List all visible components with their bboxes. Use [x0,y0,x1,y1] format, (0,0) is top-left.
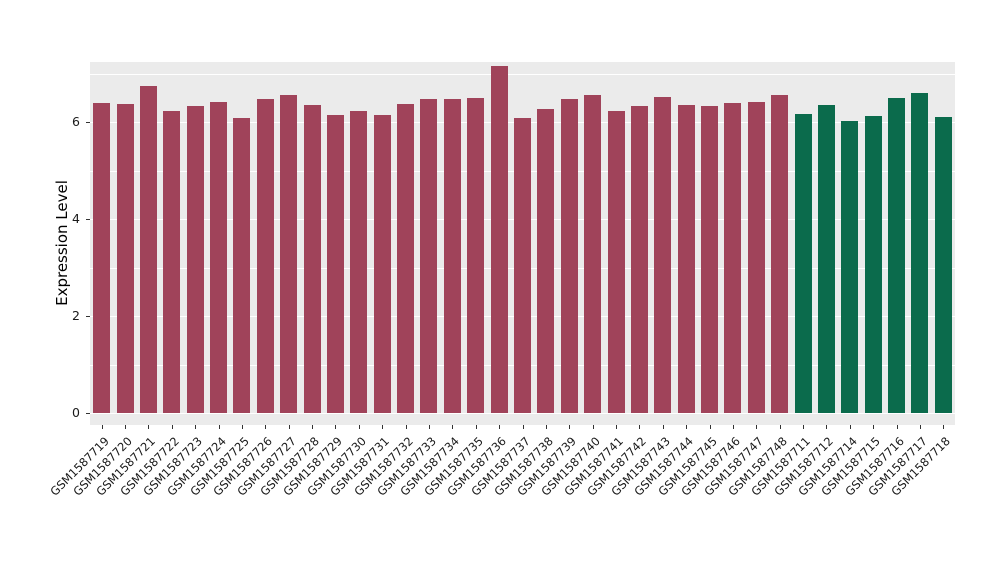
x-tick-mark [616,425,617,429]
x-tick-mark [475,425,477,429]
x-tick-mark [732,425,734,429]
x-tick-mark [592,425,594,429]
bar-GSM1587737 [514,118,531,413]
bar-GSM1587744 [677,105,695,413]
y-tick-mark [86,413,90,414]
bar-GSM1587723 [186,106,204,413]
bar-GSM1587733 [420,98,438,413]
bar-GSM1587730 [350,111,368,413]
x-tick-mark [288,425,290,429]
bar-GSM1587716 [888,97,906,413]
x-tick-mark [218,425,220,429]
y-axis-title: Expression Level [53,180,71,306]
x-tick-mark [382,425,384,429]
bar-GSM1587741 [607,111,625,413]
bar-GSM1587719 [93,102,111,413]
x-tick-mark [499,425,501,429]
bar-GSM1587734 [443,98,461,413]
x-tick-mark [452,425,454,429]
bar-GSM1587722 [163,111,181,413]
bar-GSM1587718 [934,117,952,413]
y-tick-label: 0 [72,405,80,420]
bar-GSM1587731 [373,114,391,413]
bar-GSM1587748 [771,95,789,413]
x-tick-mark [569,425,571,429]
bar-GSM1587727 [280,95,298,413]
bar-GSM1587726 [256,98,274,413]
bar-GSM1587725 [233,118,251,413]
x-tick-mark [779,425,781,429]
x-tick-mark [265,425,267,429]
x-tick-mark [241,425,243,429]
x-tick-mark [943,425,945,429]
bar-GSM1587740 [584,95,602,413]
bar-GSM1587743 [654,96,672,413]
bar-GSM1587712 [817,105,835,413]
x-tick-mark [919,425,921,429]
y-tick-label: 2 [72,308,80,323]
y-tick-label: 6 [72,114,80,129]
x-tick-mark [312,425,314,429]
bar-GSM1587729 [326,114,344,413]
x-tick-mark [686,425,688,429]
y-tick-mark [86,219,90,220]
major-gridline [90,413,955,415]
x-tick-labels-layer: GSM1587719 GSM1587720 GSM1587721 GSM1587722… [47,432,955,572]
x-tick-mark [639,425,641,429]
bar-GSM1587735 [467,97,485,413]
bar-GSM1587715 [864,116,882,413]
x-tick-mark [148,425,150,429]
bar-GSM1587721 [139,85,157,413]
x-tick-mark [662,425,664,429]
x-tick-mark [358,425,360,429]
x-tick-mark [849,425,851,429]
bar-GSM1587739 [560,99,578,413]
x-tick-mark [171,425,173,429]
bar-GSM1587720 [116,104,134,413]
bar-GSM1587711 [794,113,812,413]
bar-GSM1587747 [747,101,765,413]
x-tick-mark [896,425,898,429]
x-tick-mark [826,425,828,429]
plot-panel [90,62,955,425]
bar-GSM1587724 [210,101,228,413]
bar-GSM1587717 [911,92,929,413]
x-tick-mark [335,425,337,429]
y-tick-mark [86,122,90,123]
bar-GSM1587745 [701,106,719,413]
bar-GSM1587742 [630,105,648,413]
x-tick-mark [405,425,407,429]
x-tick-mark [428,425,430,429]
bar-GSM1587728 [303,105,321,413]
x-tick-mark [709,425,711,429]
x-tick-mark [756,425,758,429]
x-tick-mark [125,425,127,429]
x-tick-mark [873,425,875,429]
bar-GSM1587736 [490,66,508,413]
x-tick-mark [522,425,524,429]
x-tick-mark [803,425,805,429]
y-tick-label: 4 [72,211,80,226]
x-tick-mark [195,425,197,429]
bar-GSM1587732 [397,104,415,413]
x-tick-mark [545,425,547,429]
x-tick-mark [101,425,103,429]
y-tick-mark [86,316,90,317]
bar-GSM1587746 [724,102,742,413]
bar-GSM1587714 [841,121,859,413]
minor-gridline [90,73,955,75]
bar-GSM1587738 [537,108,555,413]
